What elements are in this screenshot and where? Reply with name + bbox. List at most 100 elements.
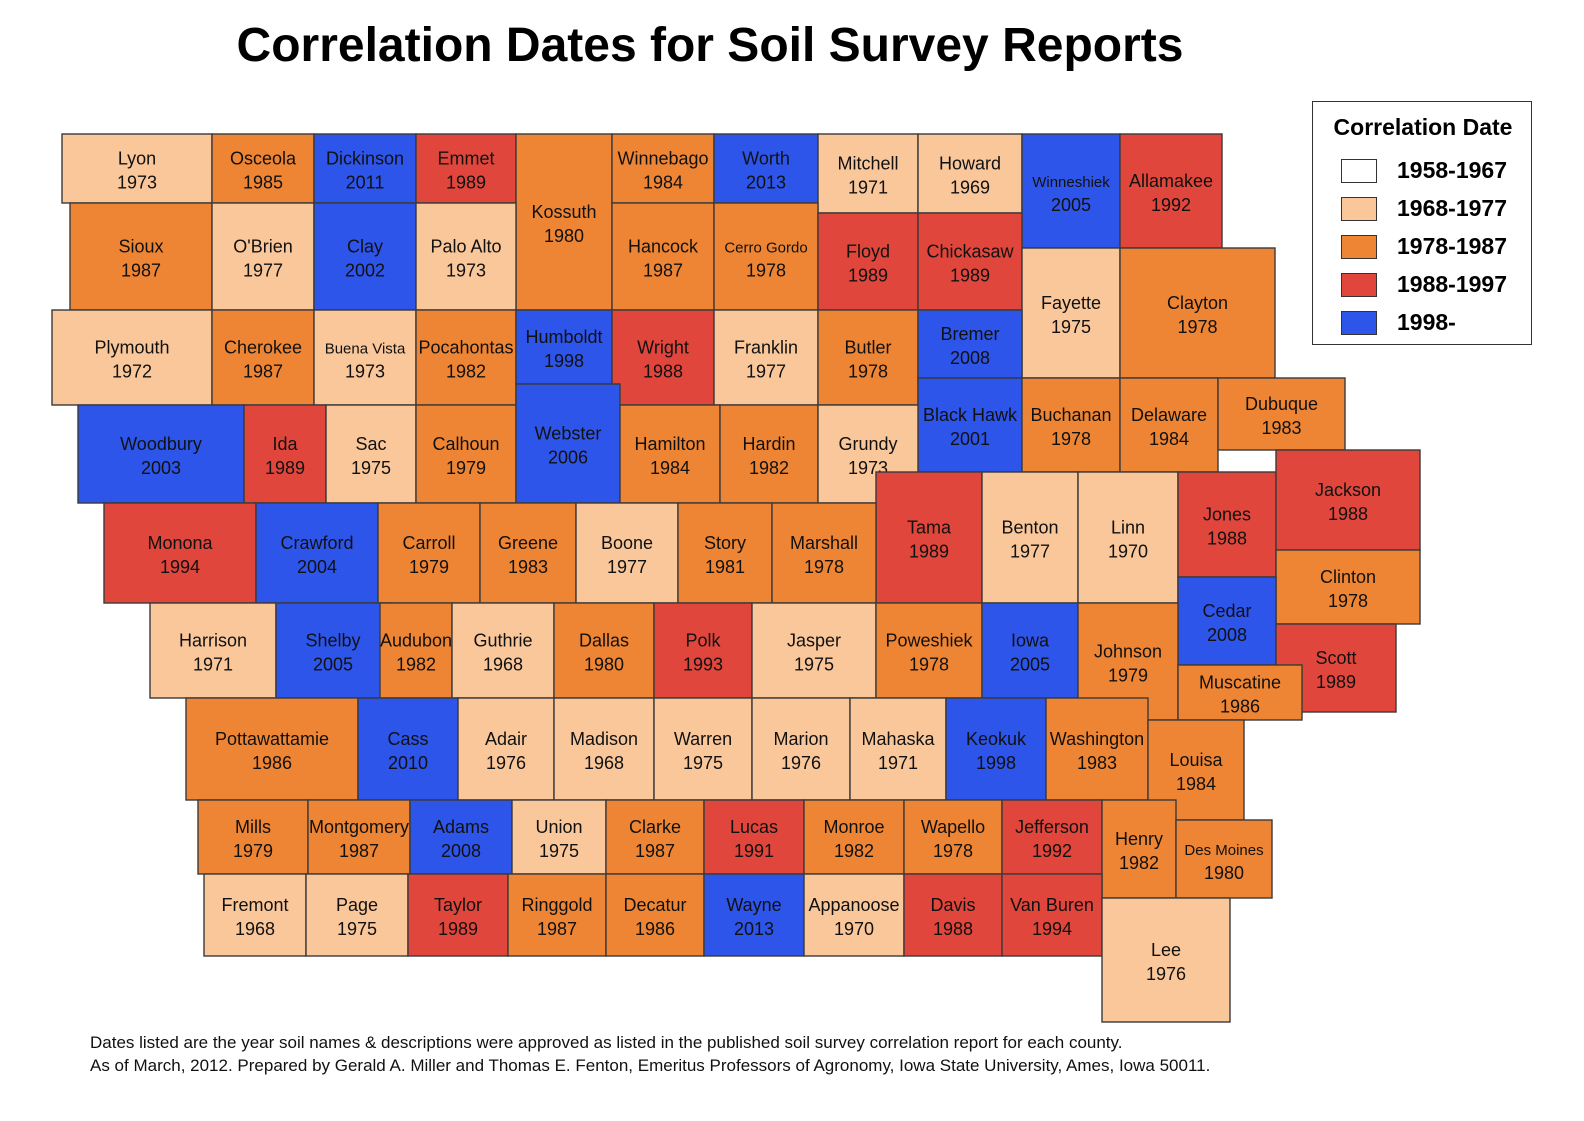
county-name: Adams: [433, 817, 489, 837]
county: Adams 2008: [409, 799, 513, 875]
county: Cedar 2008: [1177, 576, 1277, 666]
county: Carroll 1979: [377, 502, 481, 604]
county-shape: [903, 873, 1003, 957]
county-shape: [51, 309, 213, 406]
county: Franklin 1977: [713, 309, 819, 406]
county-year: 1988: [1328, 504, 1368, 524]
county-name: Taylor: [434, 895, 482, 915]
county-year: 1980: [584, 655, 624, 675]
county-name: Greene: [498, 533, 558, 553]
county-shape: [803, 799, 905, 875]
county-name: Clayton: [1167, 293, 1228, 313]
county-name: Hancock: [628, 237, 699, 257]
county-name: Story: [704, 533, 746, 553]
county-shape: [507, 873, 607, 957]
county-name: Worth: [742, 149, 790, 169]
county-name: Poweshiek: [885, 631, 973, 651]
map-title: Correlation Dates for Soil Survey Report…: [236, 19, 1184, 72]
county: Dallas 1980: [553, 602, 655, 699]
county: Winneshiek 2005: [1021, 133, 1121, 249]
county: Sioux 1987: [69, 202, 213, 311]
county-shape: [771, 502, 877, 604]
county-year: 2008: [950, 348, 990, 368]
county-year: 2006: [548, 448, 588, 468]
county-year: 1969: [950, 178, 990, 198]
county: Chickasaw 1989: [917, 212, 1023, 311]
county-year: 1982: [446, 362, 486, 382]
county: Wright 1988: [611, 309, 715, 406]
county-name: Hamilton: [634, 434, 705, 454]
county: Clay 2002: [313, 202, 417, 311]
county: Page 1975: [305, 873, 409, 957]
county-shape: [1177, 576, 1277, 666]
county-shape: [1119, 133, 1223, 249]
county-year: 1988: [1207, 529, 1247, 549]
county-year: 1975: [794, 655, 834, 675]
county-shape: [553, 697, 655, 801]
county-shape: [703, 799, 805, 875]
county-year: 1977: [243, 261, 283, 281]
county-shape: [457, 697, 555, 801]
county: Bremer 2008: [917, 309, 1023, 379]
county: Greene 1983: [479, 502, 577, 604]
county-year: 1979: [409, 557, 449, 577]
county-name: Louisa: [1169, 750, 1223, 770]
county-shape: [515, 133, 613, 311]
county: Pottawattamie 1986: [185, 697, 359, 801]
county-shape: [243, 404, 327, 504]
county-year: 1971: [848, 178, 888, 198]
county: Jackson 1988: [1275, 449, 1421, 551]
county-year: 2005: [313, 655, 353, 675]
county: Keokuk 1998: [945, 697, 1047, 801]
county-shape: [875, 471, 983, 604]
county-name: Wapello: [921, 817, 985, 837]
county-year: 2008: [1207, 625, 1247, 645]
county: Guthrie 1968: [451, 602, 555, 699]
county-year: 1972: [112, 362, 152, 382]
county-name: Marion: [773, 729, 828, 749]
county: Hamilton 1984: [619, 404, 721, 504]
county: Adair 1976: [457, 697, 555, 801]
county: Webster 2006: [515, 383, 621, 504]
county-year: 2005: [1051, 195, 1091, 215]
county-year: 1978: [848, 362, 888, 382]
county-shape: [77, 404, 245, 504]
county-year: 1968: [483, 655, 523, 675]
county-shape: [803, 873, 905, 957]
county: Henry 1982: [1101, 799, 1177, 899]
county-name: Clinton: [1320, 567, 1376, 587]
county-year: 2010: [388, 753, 428, 773]
county-shape: [917, 309, 1023, 379]
county-shape: [817, 133, 919, 214]
county-name: Black Hawk: [923, 405, 1018, 425]
county-name: Appanoose: [808, 895, 899, 915]
county: Ringgold 1987: [507, 873, 607, 957]
county: Polk 1993: [653, 602, 753, 699]
county: Dickinson 2011: [313, 133, 417, 204]
county-year: 1983: [508, 557, 548, 577]
county-year: 1994: [160, 557, 200, 577]
county-shape: [103, 502, 257, 604]
county-year: 1977: [1010, 542, 1050, 562]
county-year: 1973: [446, 261, 486, 281]
county: Benton 1977: [981, 471, 1079, 604]
county-shape: [211, 133, 315, 204]
county-year: 2011: [346, 173, 385, 193]
county-shape: [69, 202, 213, 311]
county-name: Howard: [939, 154, 1001, 174]
county: Mahaska 1971: [849, 697, 947, 801]
county-name: Cherokee: [224, 338, 302, 358]
county-year: 1979: [233, 841, 273, 861]
county-name: Allamakee: [1129, 171, 1213, 191]
county-shape: [1275, 549, 1421, 625]
county-year: 1984: [1149, 429, 1189, 449]
county-year: 1975: [539, 841, 579, 861]
county-shape: [611, 133, 715, 204]
county: Madison 1968: [553, 697, 655, 801]
county-year: 1977: [746, 362, 786, 382]
county-year: 2013: [734, 919, 774, 939]
county-year: 2008: [441, 841, 481, 861]
county: Osceola 1985: [211, 133, 315, 204]
county: O'Brien 1977: [211, 202, 315, 311]
